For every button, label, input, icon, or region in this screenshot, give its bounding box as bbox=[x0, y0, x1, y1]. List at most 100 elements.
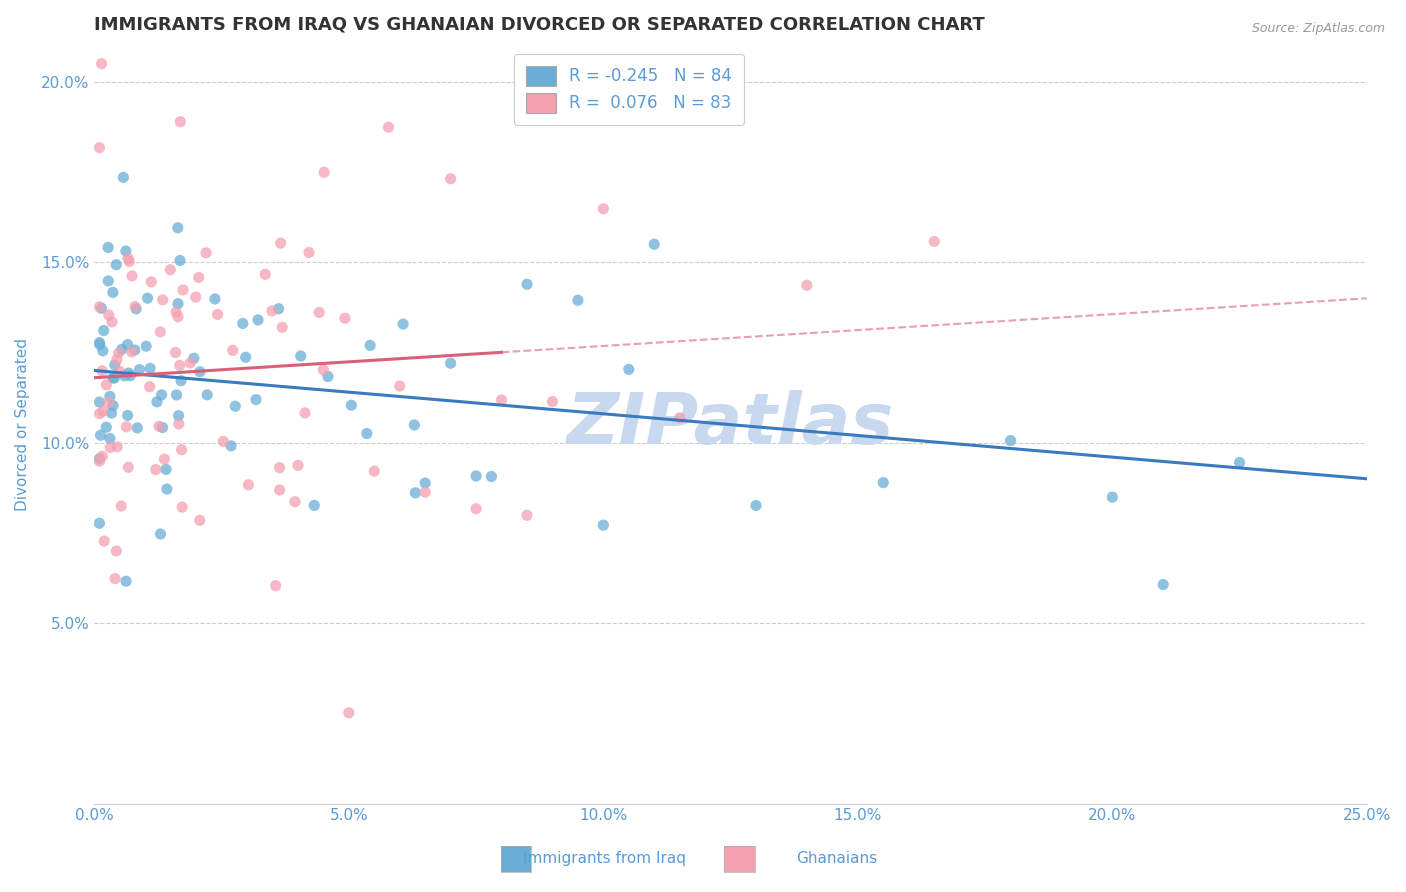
Point bbox=[377, 120, 399, 135]
Point bbox=[89, 337, 111, 351]
Point bbox=[125, 301, 148, 316]
Y-axis label: Divorced or Separated: Divorced or Separated bbox=[15, 338, 30, 511]
Point bbox=[271, 320, 294, 334]
Point bbox=[314, 165, 336, 179]
Point bbox=[152, 420, 174, 434]
Point bbox=[96, 377, 118, 392]
Point bbox=[413, 485, 436, 500]
Point bbox=[91, 364, 114, 378]
Point bbox=[404, 485, 426, 500]
Point bbox=[270, 236, 292, 251]
Point bbox=[269, 460, 291, 475]
Point bbox=[238, 478, 260, 492]
Point bbox=[340, 398, 363, 412]
Point bbox=[115, 244, 138, 258]
Point bbox=[188, 513, 211, 527]
Point bbox=[121, 345, 143, 359]
Point bbox=[516, 277, 538, 292]
Point bbox=[440, 356, 463, 370]
Point bbox=[90, 301, 112, 316]
Point bbox=[592, 202, 614, 216]
Legend: R = -0.245   N = 84, R =  0.076   N = 83: R = -0.245 N = 84, R = 0.076 N = 83 bbox=[515, 54, 744, 125]
Point bbox=[260, 304, 283, 318]
Point bbox=[96, 420, 118, 434]
Point bbox=[89, 428, 111, 442]
Point bbox=[166, 220, 188, 235]
Point bbox=[872, 475, 894, 490]
Point bbox=[170, 374, 193, 388]
Point bbox=[120, 368, 142, 383]
Point bbox=[108, 364, 131, 378]
Point bbox=[235, 351, 257, 365]
Point bbox=[212, 434, 235, 449]
Point bbox=[103, 371, 125, 385]
Point bbox=[165, 305, 187, 319]
Point bbox=[149, 325, 172, 339]
Point bbox=[170, 442, 193, 457]
Point bbox=[89, 395, 111, 409]
Point bbox=[922, 235, 945, 249]
Point bbox=[481, 469, 503, 483]
Point bbox=[290, 349, 312, 363]
Point bbox=[89, 140, 111, 154]
Point bbox=[254, 268, 277, 282]
Point bbox=[145, 462, 167, 476]
Point bbox=[135, 339, 157, 353]
Point bbox=[333, 311, 356, 326]
Point bbox=[363, 464, 385, 478]
Point bbox=[491, 392, 513, 407]
Point bbox=[224, 399, 246, 413]
Point bbox=[166, 388, 188, 402]
Point bbox=[97, 395, 120, 409]
Point bbox=[98, 389, 121, 403]
Point bbox=[745, 499, 768, 513]
Point bbox=[222, 343, 245, 358]
Point bbox=[100, 406, 122, 420]
Point bbox=[91, 343, 114, 358]
Point bbox=[179, 356, 201, 370]
Point bbox=[167, 409, 190, 423]
Point bbox=[91, 404, 114, 418]
Point bbox=[93, 324, 115, 338]
Point bbox=[121, 268, 143, 283]
Point bbox=[413, 475, 436, 490]
Point bbox=[183, 351, 205, 366]
Point bbox=[359, 338, 381, 352]
Point bbox=[117, 460, 139, 475]
Point bbox=[89, 454, 111, 468]
Point bbox=[219, 439, 242, 453]
Point bbox=[146, 395, 169, 409]
Point bbox=[298, 245, 321, 260]
Point bbox=[104, 358, 127, 372]
Point bbox=[98, 441, 121, 455]
Point bbox=[165, 345, 187, 359]
Point bbox=[153, 452, 176, 467]
Point bbox=[101, 315, 124, 329]
Point bbox=[169, 114, 191, 128]
Point bbox=[668, 410, 690, 425]
Point bbox=[516, 508, 538, 523]
Point bbox=[245, 392, 267, 407]
Point bbox=[465, 501, 488, 516]
Point bbox=[195, 245, 218, 260]
Point bbox=[169, 253, 191, 268]
Point bbox=[167, 296, 190, 310]
Point bbox=[107, 346, 129, 360]
Point bbox=[167, 417, 190, 431]
Point bbox=[312, 363, 335, 377]
Point bbox=[149, 527, 172, 541]
Point bbox=[388, 379, 411, 393]
Point bbox=[98, 432, 121, 446]
Point bbox=[440, 171, 463, 186]
Point bbox=[617, 362, 640, 376]
Point bbox=[207, 307, 229, 321]
Point bbox=[111, 343, 134, 357]
Point bbox=[141, 275, 163, 289]
Point bbox=[89, 407, 111, 421]
Point bbox=[117, 252, 139, 266]
Point bbox=[156, 482, 179, 496]
Point bbox=[287, 458, 309, 473]
Point bbox=[1229, 456, 1251, 470]
Point bbox=[115, 419, 138, 434]
Point bbox=[269, 483, 291, 497]
